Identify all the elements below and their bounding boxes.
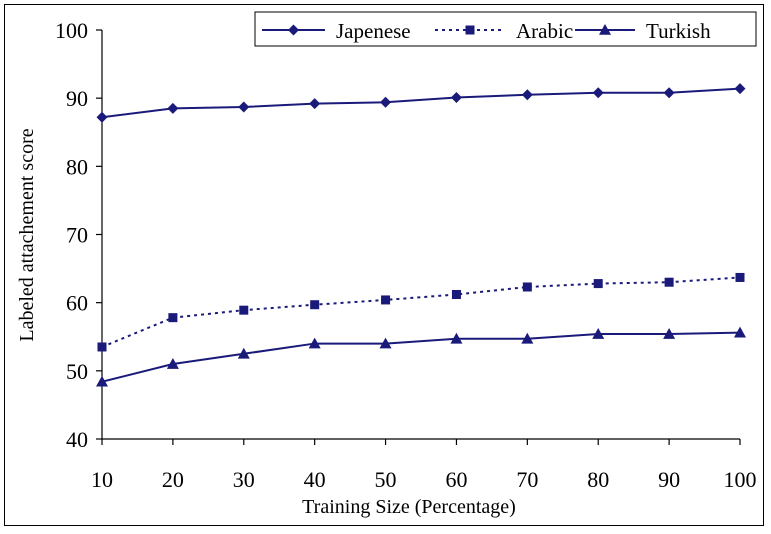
y-tick-label: 90 <box>66 86 88 111</box>
legend-item-arabic: Arabic <box>435 19 573 43</box>
data-point-turkish <box>521 332 534 344</box>
series-arabic <box>97 272 745 352</box>
x-tick-label: 90 <box>658 467 680 492</box>
data-point-turkish <box>592 328 605 339</box>
data-point-arabic <box>451 289 461 299</box>
data-point-turkish <box>166 358 179 369</box>
data-point-arabic <box>593 279 603 289</box>
data-point-japenese <box>521 89 533 101</box>
data-point-japenese <box>380 96 392 108</box>
legend-box <box>254 11 757 47</box>
legend-marker-japenese <box>288 24 299 36</box>
series-line-turkish <box>101 331 741 383</box>
data-point-arabic <box>664 277 674 287</box>
data-point-japenese <box>734 83 746 95</box>
x-tick-label: 10 <box>91 467 113 492</box>
data-point-japenese <box>167 102 179 114</box>
x-tick-label: 40 <box>304 467 326 492</box>
data-point-turkish <box>734 326 746 338</box>
legend-label-turkish: Turkish <box>646 19 711 43</box>
y-tick-label: 80 <box>66 154 88 179</box>
y-tick-label: 60 <box>66 291 88 316</box>
legend: Japenese Arabic Turkish <box>254 11 757 47</box>
data-point-turkish <box>379 337 392 349</box>
data-point-arabic <box>310 300 320 310</box>
data-point-arabic <box>735 272 745 282</box>
data-point-arabic <box>97 342 107 352</box>
data-point-arabic <box>239 305 249 315</box>
x-tick-label: 100 <box>724 467 757 492</box>
data-point-japenese <box>309 98 321 110</box>
x-tick-label: 80 <box>587 467 609 492</box>
x-tick-label: 70 <box>516 467 538 492</box>
legend-marker-arabic <box>465 25 475 35</box>
x-tick-label: 20 <box>162 467 184 492</box>
legend-label-arabic: Arabic <box>516 19 573 43</box>
data-point-turkish <box>308 337 321 349</box>
series-layer <box>96 83 746 387</box>
data-point-japenese <box>238 101 250 113</box>
data-point-turkish <box>450 332 463 344</box>
data-point-turkish <box>237 347 250 359</box>
axes: 40 50 60 70 80 90 100 10 20 30 40 50 60 70 80 90 100 <box>55 18 757 492</box>
y-tick-label: 40 <box>66 427 88 452</box>
data-point-arabic <box>522 282 532 292</box>
series-turkish <box>96 326 746 387</box>
x-tick-label: 50 <box>375 467 397 492</box>
y-tick-label: 50 <box>66 359 88 384</box>
series-line-japenese <box>101 87 741 119</box>
y-tick-label: 70 <box>66 223 88 248</box>
x-tick-label: 30 <box>233 467 255 492</box>
data-point-arabic <box>381 295 391 305</box>
data-point-turkish <box>663 328 676 339</box>
x-tick-label: 60 <box>445 467 467 492</box>
legend-item-japenese: Japenese <box>262 19 411 43</box>
x-axis-title: Training Size (Percentage) <box>302 496 516 518</box>
data-point-japenese <box>96 111 108 123</box>
series-line-arabic <box>101 276 741 348</box>
y-axis-title: Labeled attachement score <box>16 128 38 341</box>
legend-marker-turkish <box>599 24 611 35</box>
data-point-japenese <box>663 87 675 99</box>
data-point-arabic <box>168 313 178 323</box>
legend-label-japenese: Japenese <box>336 19 411 43</box>
data-point-turkish <box>96 375 108 387</box>
data-point-japenese <box>450 91 462 103</box>
legend-item-turkish: Turkish <box>575 19 711 43</box>
data-point-japenese <box>592 87 604 99</box>
series-japenese <box>96 83 746 123</box>
y-tick-label: 100 <box>55 18 88 43</box>
